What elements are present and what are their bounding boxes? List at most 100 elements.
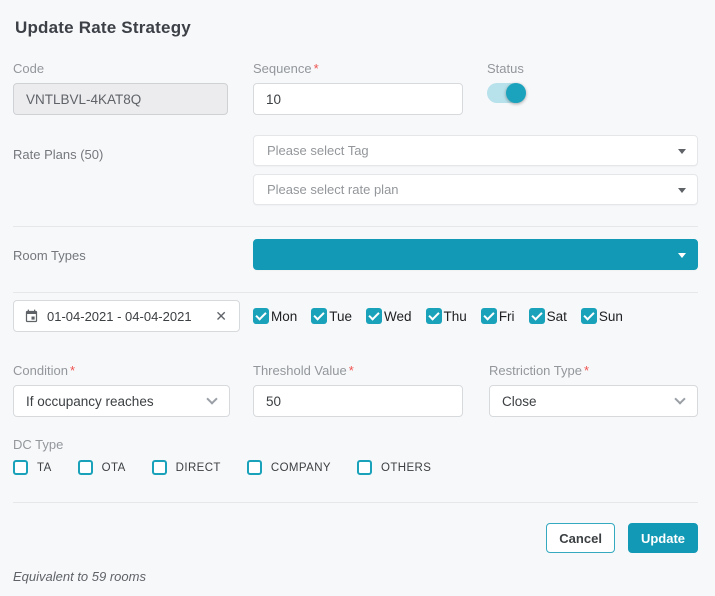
clear-icon[interactable]: ✕ (215, 308, 227, 324)
threshold-field-group: Threshold Value * (253, 363, 463, 417)
date-range-input[interactable]: 01-04-2021 - 04-04-2021 ✕ (13, 300, 240, 332)
day-checkbox-fri[interactable]: Fri (480, 308, 515, 324)
restriction-value: Close (502, 393, 537, 409)
unchecked-checkbox-icon (356, 460, 372, 475)
room-types-label: Room Types (13, 248, 86, 263)
day-checkbox-thu[interactable]: Thu (425, 308, 467, 324)
day-label: Mon (271, 308, 298, 324)
day-checkbox-sun[interactable]: Sun (580, 308, 623, 324)
caret-down-icon (678, 187, 686, 193)
restriction-label-text: Restriction Type (489, 363, 582, 378)
toggle-knob (506, 83, 526, 103)
condition-value: If occupancy reaches (26, 393, 154, 409)
room-types-group: Room Types (13, 239, 698, 270)
condition-select[interactable]: If occupancy reaches (13, 385, 230, 417)
day-label: Fri (498, 308, 515, 324)
sequence-field-group: Sequence * (253, 61, 463, 115)
unchecked-checkbox-icon (151, 460, 167, 475)
checked-checkbox-icon (580, 308, 597, 324)
checked-checkbox-icon (480, 308, 497, 324)
section-divider (13, 226, 698, 227)
room-types-select-col (253, 239, 698, 270)
checked-checkbox-icon (425, 308, 442, 324)
condition-label: Condition * (13, 363, 230, 378)
caret-down-icon (678, 148, 686, 154)
day-checkbox-tue[interactable]: Tue (311, 308, 352, 324)
restriction-field-group: Restriction Type * Close (489, 363, 698, 417)
dc-type-label: DC Type (13, 437, 64, 452)
dc-option-label: OTHERS (380, 461, 432, 474)
code-label: Code (13, 61, 45, 76)
condition-row: Condition * If occupancy reaches Threshol… (13, 363, 698, 417)
required-asterisk: * (583, 363, 590, 378)
dc-checkbox-others[interactable]: OTHERS (356, 460, 432, 475)
rate-plans-group: Rate Plans (50) Please select Tag Please… (13, 135, 698, 205)
dc-option-label: TA (37, 461, 52, 474)
rate-plans-label: Rate Plans (50) (13, 147, 104, 162)
unchecked-checkbox-icon (246, 460, 262, 475)
row-code-sequence-status: Code Sequence* Status (13, 61, 698, 115)
threshold-label-text: Threshold Value (253, 363, 347, 378)
checked-checkbox-icon (528, 308, 545, 324)
day-label: Thu (443, 308, 467, 324)
required-asterisk: * (69, 363, 75, 378)
dc-checkbox-ota[interactable]: OTA (77, 460, 126, 475)
tag-select-placeholder: Please select Tag (267, 143, 369, 158)
day-label: Wed (384, 308, 412, 324)
required-asterisk: * (348, 363, 354, 378)
weekday-checkbox-group: Mon Tue Wed Thu Fri Sat Sun (253, 308, 623, 324)
sequence-label: Sequence * (253, 61, 463, 76)
dc-option-label: COMPANY (270, 461, 331, 474)
code-field-group: Code (13, 61, 228, 115)
status-field-group: Status (487, 61, 698, 103)
update-button[interactable]: Update (627, 523, 698, 553)
dc-checkbox-company[interactable]: COMPANY (246, 460, 331, 475)
section-divider (13, 292, 698, 293)
day-label: Tue (329, 308, 353, 324)
sequence-label-text: Sequence (253, 61, 312, 76)
calendar-icon (25, 309, 38, 322)
restriction-label: Restriction Type * (489, 363, 698, 378)
required-asterisk: * (313, 61, 319, 76)
status-toggle[interactable] (487, 83, 526, 103)
day-checkbox-mon[interactable]: Mon (253, 308, 297, 324)
unchecked-checkbox-icon (13, 460, 28, 475)
checked-checkbox-icon (366, 308, 383, 324)
rooms-equivalent-note: Equivalent to 59 rooms (13, 569, 146, 584)
caret-down-icon (678, 252, 686, 258)
rate-plans-selects: Please select Tag Please select rate pla… (253, 135, 698, 205)
day-checkbox-wed[interactable]: Wed (366, 308, 412, 324)
dc-checkbox-ta[interactable]: TA (13, 460, 52, 475)
day-checkbox-sat[interactable]: Sat (528, 308, 567, 324)
room-types-select[interactable] (253, 239, 698, 270)
dc-option-label: OTA (101, 461, 126, 474)
dc-checkbox-direct[interactable]: DIRECT (151, 460, 221, 475)
chevron-down-icon (674, 393, 686, 405)
day-label: Sun (598, 308, 623, 324)
section-divider (13, 502, 698, 503)
checked-checkbox-icon (311, 308, 328, 324)
day-label: Sat (546, 308, 567, 324)
checked-checkbox-icon (253, 308, 269, 324)
cancel-button[interactable]: Cancel (546, 523, 615, 553)
rate-plan-select[interactable]: Please select rate plan (253, 174, 698, 205)
condition-label-text: Condition (13, 363, 68, 378)
threshold-input[interactable] (253, 385, 463, 417)
status-label: Status (487, 61, 524, 76)
code-input (13, 83, 228, 115)
unchecked-checkbox-icon (77, 460, 93, 475)
restriction-select[interactable]: Close (489, 385, 698, 417)
action-buttons: Cancel Update (13, 523, 698, 553)
dc-type-group: DC Type TA OTA DIRECT COMPANY OTHERS (13, 437, 698, 475)
dc-type-options: TA OTA DIRECT COMPANY OTHERS (13, 460, 698, 475)
date-range-value: 01-04-2021 - 04-04-2021 (47, 308, 192, 324)
rate-plan-select-placeholder: Please select rate plan (267, 182, 399, 197)
condition-field-group: Condition * If occupancy reaches (13, 363, 230, 417)
sequence-input[interactable] (253, 83, 463, 115)
tag-select[interactable]: Please select Tag (253, 135, 698, 166)
threshold-label: Threshold Value * (253, 363, 463, 378)
date-days-row: 01-04-2021 - 04-04-2021 ✕ Mon Tue Wed Th… (13, 300, 698, 332)
dc-option-label: DIRECT (175, 461, 221, 474)
page-title: Update Rate Strategy (15, 18, 191, 37)
